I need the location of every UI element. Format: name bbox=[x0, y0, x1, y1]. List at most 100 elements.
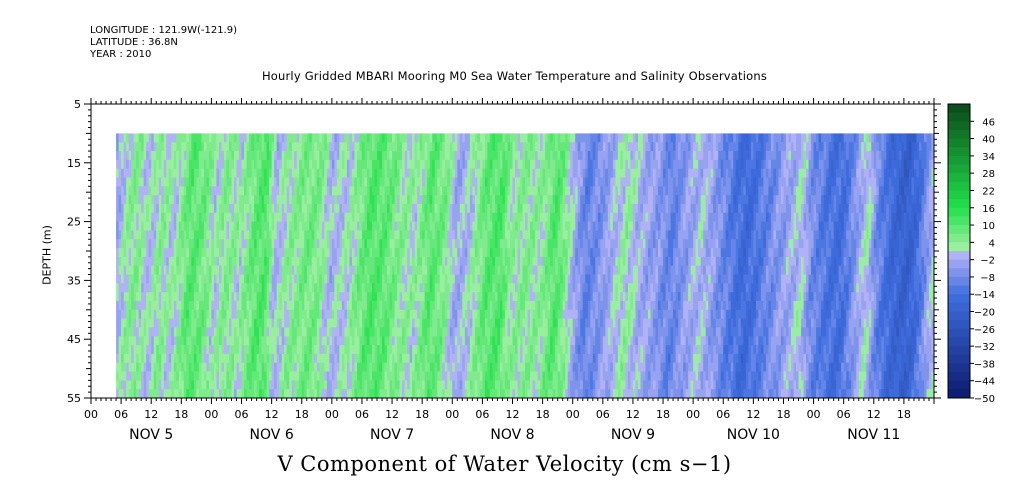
field-cell bbox=[286, 318, 290, 328]
field-cell bbox=[143, 371, 147, 381]
field-cell bbox=[429, 256, 433, 267]
field-cell bbox=[231, 309, 235, 320]
field-cell bbox=[216, 318, 220, 328]
field-cell bbox=[311, 292, 315, 302]
field-cell bbox=[407, 362, 411, 372]
field-cell bbox=[176, 300, 180, 311]
field-cell bbox=[234, 203, 237, 214]
field-cell bbox=[121, 318, 125, 328]
field-cell bbox=[454, 389, 458, 399]
field-cell bbox=[196, 345, 200, 355]
field-cell bbox=[153, 186, 157, 196]
field-cell bbox=[369, 151, 373, 161]
field-cell bbox=[261, 371, 265, 381]
field-cell bbox=[484, 309, 488, 320]
field-cell bbox=[427, 371, 431, 381]
field-cell bbox=[259, 186, 263, 196]
field-cell bbox=[186, 212, 190, 222]
field-cell bbox=[482, 336, 486, 346]
field-cell bbox=[497, 345, 501, 355]
field-cell bbox=[474, 168, 478, 178]
field-cell bbox=[525, 345, 528, 355]
field-cell bbox=[439, 371, 443, 381]
field-cell bbox=[469, 292, 473, 302]
field-cell bbox=[515, 186, 518, 196]
field-cell bbox=[397, 380, 400, 390]
field-cell bbox=[379, 203, 383, 214]
field-cell bbox=[442, 309, 446, 320]
field-cell bbox=[489, 274, 493, 284]
field-cell bbox=[429, 309, 433, 320]
field-cell bbox=[447, 318, 451, 328]
field-cell bbox=[186, 389, 190, 399]
field-cell bbox=[339, 212, 343, 222]
field-cell bbox=[469, 186, 473, 196]
field-cell bbox=[198, 142, 202, 152]
field-cell bbox=[467, 353, 471, 364]
field-cell bbox=[153, 283, 157, 293]
field-cell bbox=[417, 230, 421, 240]
field-cell bbox=[407, 380, 411, 390]
field-cell bbox=[309, 133, 313, 143]
field-cell bbox=[527, 345, 531, 355]
field-cell bbox=[173, 292, 177, 302]
field-cell bbox=[211, 362, 215, 372]
field-cell bbox=[266, 186, 270, 196]
field-cell bbox=[399, 265, 403, 275]
field-cell bbox=[447, 292, 451, 302]
field-cell bbox=[274, 283, 278, 293]
field-cell bbox=[399, 195, 403, 205]
field-cell bbox=[271, 177, 275, 187]
field-cell bbox=[304, 380, 308, 390]
field-cell bbox=[462, 318, 466, 328]
field-cell bbox=[499, 380, 503, 390]
field-cell bbox=[409, 336, 413, 346]
field-cell bbox=[231, 248, 235, 258]
field-cell bbox=[387, 203, 390, 214]
field-cell bbox=[299, 212, 303, 222]
field-cell bbox=[121, 168, 125, 178]
field-cell bbox=[377, 203, 380, 214]
field-cell bbox=[284, 230, 288, 240]
field-cell bbox=[452, 345, 456, 355]
field-cell bbox=[349, 177, 353, 187]
field-cell bbox=[158, 256, 162, 267]
field-cell bbox=[249, 309, 252, 320]
field-cell bbox=[359, 371, 363, 381]
field-cell bbox=[515, 353, 518, 364]
field-cell bbox=[151, 212, 155, 222]
field-cell bbox=[118, 300, 122, 311]
field-cell bbox=[404, 327, 408, 337]
field-cell bbox=[201, 168, 205, 178]
field-cell bbox=[198, 353, 202, 364]
field-cell bbox=[502, 309, 506, 320]
field-cell bbox=[254, 159, 257, 170]
field-cell bbox=[459, 221, 463, 231]
field-cell bbox=[346, 142, 350, 152]
field-cell bbox=[121, 274, 125, 284]
field-cell bbox=[291, 151, 295, 161]
field-cell bbox=[296, 212, 300, 222]
field-cell bbox=[499, 248, 503, 258]
field-cell bbox=[530, 283, 533, 293]
field-cell bbox=[449, 256, 453, 267]
field-cell bbox=[349, 159, 353, 170]
field-cell bbox=[351, 327, 355, 337]
field-cell bbox=[151, 362, 155, 372]
field-cell bbox=[271, 168, 275, 178]
field-cell bbox=[141, 221, 145, 231]
field-cell bbox=[296, 203, 300, 214]
field-cell bbox=[206, 292, 210, 302]
field-cell bbox=[457, 292, 461, 302]
field-cell bbox=[221, 256, 225, 267]
field-cell bbox=[274, 309, 278, 320]
field-cell bbox=[156, 274, 160, 284]
field-cell bbox=[351, 371, 355, 381]
field-cell bbox=[269, 186, 273, 196]
field-cell bbox=[163, 212, 167, 222]
field-cell bbox=[279, 230, 283, 240]
field-cell bbox=[454, 345, 458, 355]
field-cell bbox=[412, 265, 416, 275]
field-cell bbox=[351, 212, 355, 222]
field-cell bbox=[331, 195, 335, 205]
